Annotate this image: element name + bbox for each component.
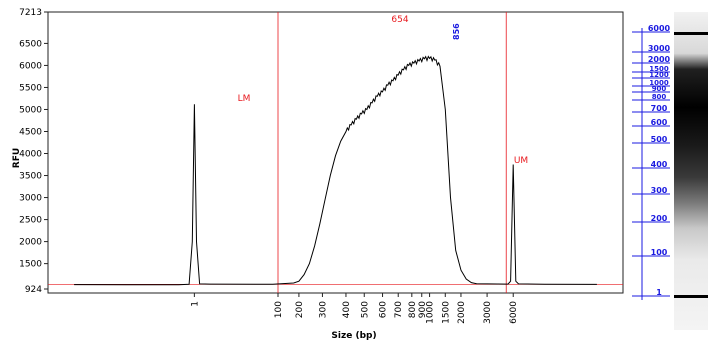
x-tick-label: 6000 [509, 301, 519, 324]
ladder-label: 300 [651, 186, 668, 195]
gel-lane [674, 12, 708, 330]
ladder-label: 400 [651, 160, 668, 169]
y-tick-label: 4500 [19, 127, 42, 137]
trace-line [74, 55, 597, 286]
y-tick-label: 6000 [19, 61, 42, 71]
y-axis-title: RFU [12, 148, 22, 168]
plot-frame [47, 11, 624, 294]
y-tick-label: 6500 [19, 39, 42, 49]
x-tick-label: 700 [394, 301, 404, 318]
region-label: 654 [391, 15, 408, 25]
ladder-label: 500 [651, 135, 668, 144]
sizing-region [48, 12, 623, 293]
ladder-label: 900 [652, 85, 667, 93]
y-tick-label: 5500 [19, 83, 42, 93]
x-tick-label: 800 [408, 301, 418, 318]
ladder-label: 200 [651, 214, 668, 223]
ladder-label: 700 [651, 104, 668, 113]
x-tick-label: 1 [190, 301, 200, 307]
ladder-label: 3000 [648, 44, 671, 53]
x-tick-label: 1500 [441, 301, 451, 324]
x-axis-title: Size (bp) [331, 331, 376, 341]
x-tick-label: 200 [295, 301, 305, 318]
lower-marker-label: LM [238, 94, 251, 104]
x-tick-label: 900 [418, 301, 428, 318]
ladder-label: 1 [656, 288, 662, 297]
x-tick-label: 2000 [457, 301, 467, 324]
ladder-label: 600 [651, 118, 668, 127]
x-tick-label: 400 [342, 301, 352, 318]
ladder-label: 1500 [649, 65, 669, 73]
ladder-label: 1200 [649, 71, 669, 79]
upper-marker-label: UM [514, 156, 528, 166]
x-tick-label: 600 [379, 301, 389, 318]
ladder-label: 1000 [649, 79, 669, 87]
y-tick-label: 3500 [19, 172, 42, 182]
x-tick-label: 1000 [426, 301, 436, 324]
gel-lane-lower-band [674, 295, 708, 298]
peak-size-label: 856 [452, 23, 461, 40]
x-tick-label: 100 [274, 301, 284, 318]
ladder-label: 6000 [648, 24, 671, 33]
ladder-label: 800 [652, 93, 667, 101]
y-tick-label: 7213 [19, 8, 42, 18]
ladder-label: 2000 [648, 55, 671, 64]
y-tick-label: 5000 [19, 105, 42, 115]
x-tick-label: 300 [318, 301, 328, 318]
x-tick-label: 3000 [483, 301, 493, 324]
ladder-label: 100 [651, 248, 668, 257]
y-tick-label: 2500 [19, 216, 42, 226]
x-tick-label: 500 [360, 301, 370, 318]
ladder-axis: 6000300020001500120010009008007006005004… [632, 24, 671, 300]
y-axis: 7213 6500 6000 5500 5000 4500 4000 3500 3000 2500… [19, 8, 48, 295]
y-tick-label: 924 [25, 285, 42, 295]
y-tick-label: 2000 [19, 238, 42, 248]
y-tick-label: 3000 [19, 194, 42, 204]
y-tick-label: 1500 [19, 260, 42, 270]
y-tick-label: 4000 [19, 150, 42, 160]
gel-lane-upper-band [674, 32, 708, 35]
